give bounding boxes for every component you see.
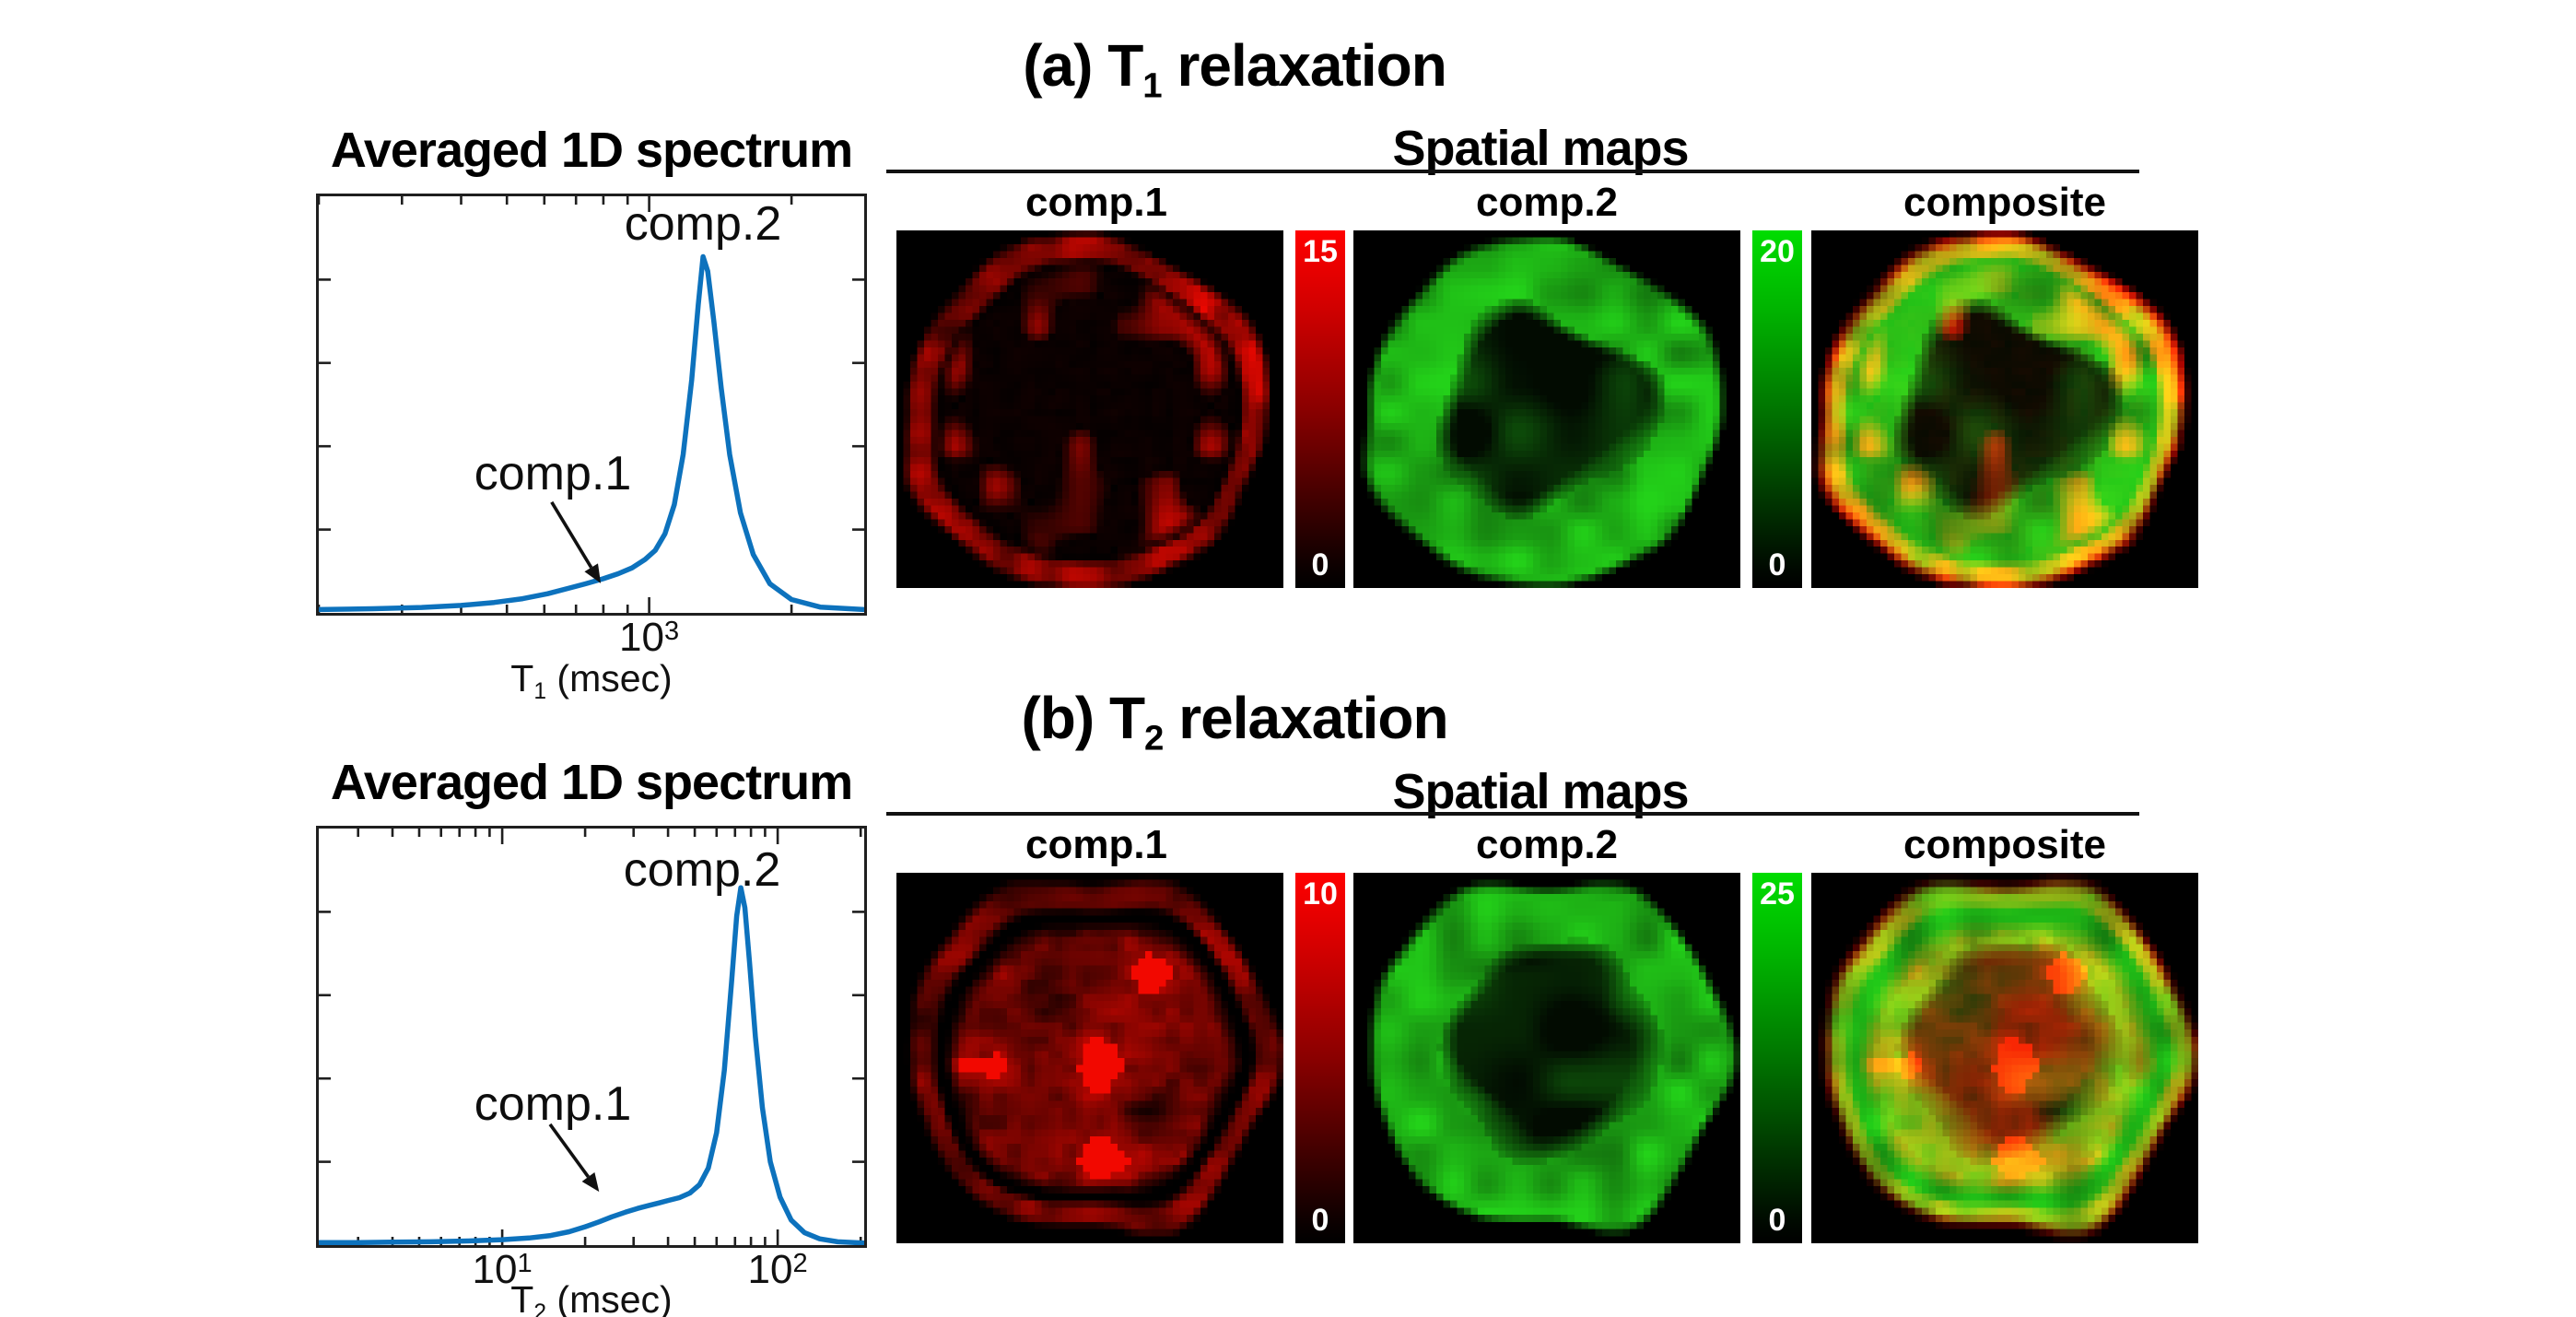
map-image-comp2-a [1353, 230, 1740, 588]
spectrum-panel-title-a: Averaged 1D spectrum [330, 123, 853, 178]
spatial-maps-title-b: Spatial maps [1392, 764, 1689, 819]
red-colorbar-min-b: 0 [1311, 1203, 1329, 1238]
red-colorbar-a: 15 0 [1295, 230, 1345, 588]
xaxis-label-b-suffix: (msec) [546, 1278, 673, 1317]
xaxis-label-a-subscript: 1 [533, 678, 547, 704]
shoulder-annotation-b: comp.1 [474, 1077, 632, 1131]
section-b-title-suffix: relaxation [1163, 685, 1448, 751]
xaxis-ticklabels-a: 103 [319, 617, 864, 673]
spectrum-plot-b: comp.2 comp.1 [316, 826, 867, 1248]
xtick-label-100: 102 [748, 1250, 808, 1290]
section-b-title: (b) T2 relaxation [910, 684, 1559, 758]
peak-annotation-a: comp.2 [624, 197, 782, 251]
spectrum-panel-title-b: Averaged 1D spectrum [330, 755, 853, 810]
map-column-label-composite-b: composite [1903, 822, 2107, 867]
map-column-label-comp2-b: comp.2 [1475, 822, 1619, 867]
spectrum-curve-b [319, 829, 864, 1245]
xtick-exponent: 2 [792, 1248, 808, 1278]
green-colorbar-max-a: 20 [1760, 234, 1795, 269]
map-image-composite-a [1811, 230, 2198, 588]
map-image-comp2-b [1353, 873, 1740, 1243]
xaxis-label-a: T1 (msec) [315, 660, 868, 703]
spatial-maps-underline-a [886, 170, 2139, 173]
section-a-title: (a) T1 relaxation [910, 31, 1559, 106]
green-colorbar-b: 25 0 [1752, 873, 1802, 1243]
green-colorbar-min-b: 0 [1768, 1203, 1786, 1238]
red-colorbar-min-a: 0 [1311, 547, 1329, 582]
xaxis-label-b-subscript: 2 [533, 1299, 547, 1317]
map-image-comp1-b [896, 873, 1283, 1243]
section-a-title-prefix: (a) T [1023, 32, 1143, 99]
green-colorbar-a: 20 0 [1752, 230, 1802, 588]
spatial-maps-title-a: Spatial maps [1392, 121, 1689, 176]
xtick-label-10: 101 [473, 1250, 533, 1290]
shoulder-annotation-a: comp.1 [474, 447, 632, 500]
spectrum-plot-a: comp.2 comp.1 [316, 194, 867, 616]
map-column-label-composite-a: composite [1903, 180, 2107, 225]
xtick-exponent: 3 [663, 616, 680, 646]
map-image-composite-b [1811, 873, 2198, 1243]
red-colorbar-b: 10 0 [1295, 873, 1345, 1243]
red-colorbar-max-a: 15 [1303, 234, 1338, 269]
map-column-label-comp2-a: comp.2 [1475, 180, 1619, 225]
green-colorbar-max-b: 25 [1760, 876, 1795, 911]
section-b-title-prefix: (b) T [1021, 685, 1145, 751]
spatial-maps-underline-b [886, 812, 2139, 816]
xaxis-label-b: T2 (msec) [315, 1281, 868, 1317]
green-colorbar-min-a: 0 [1768, 547, 1786, 582]
spectrum-curve-a [319, 196, 864, 613]
red-colorbar-max-b: 10 [1303, 876, 1338, 911]
xaxis-label-a-prefix: T [510, 657, 534, 700]
section-b-title-subscript: 2 [1144, 718, 1164, 758]
xaxis-label-b-prefix: T [510, 1278, 534, 1317]
xtick-base: 10 [472, 1247, 518, 1292]
section-a-title-subscript: 1 [1142, 65, 1162, 106]
section-a-title-suffix: relaxation [1161, 32, 1446, 99]
map-column-label-comp1-b: comp.1 [1025, 822, 1168, 867]
xaxis-label-a-suffix: (msec) [546, 657, 673, 700]
xtick-label-1000: 103 [619, 617, 679, 658]
map-column-label-comp1-a: comp.1 [1025, 180, 1168, 225]
xtick-exponent: 1 [517, 1248, 533, 1278]
map-image-comp1-a [896, 230, 1283, 588]
xtick-base: 10 [619, 615, 664, 660]
peak-annotation-b: comp.2 [623, 843, 781, 897]
xtick-base: 10 [747, 1247, 793, 1292]
xaxis-ticklabels-b: 101 102 [319, 1250, 864, 1305]
